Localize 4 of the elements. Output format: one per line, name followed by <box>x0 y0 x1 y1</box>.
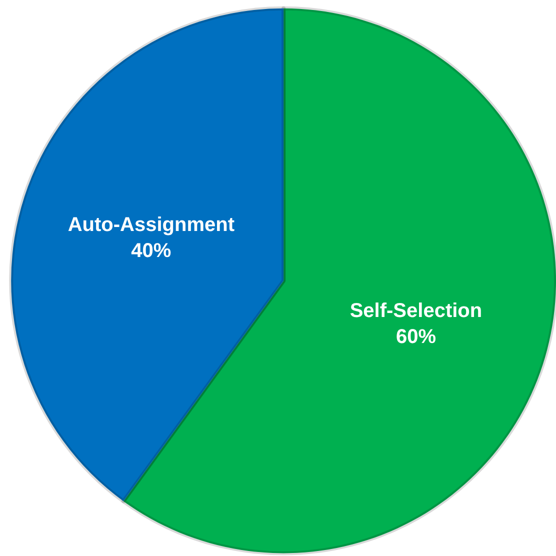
slice-label: Auto-Assignment <box>68 214 235 236</box>
slice-label: Self-Selection <box>350 300 482 322</box>
data-label: 60% <box>396 326 436 348</box>
data-label: 40% <box>131 240 172 262</box>
